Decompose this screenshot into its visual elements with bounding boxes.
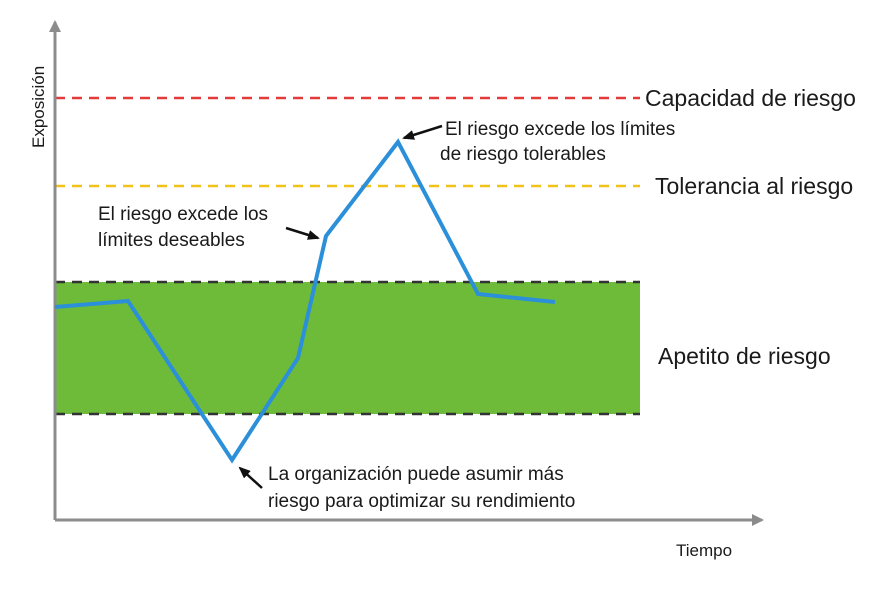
annotation-arrow-desirable — [285, 226, 320, 240]
y-axis-label: Exposición — [29, 66, 48, 148]
annotation-desirable-line1: El riesgo excede los — [98, 204, 268, 225]
appetite-band — [55, 282, 640, 414]
annotation-more-risk-line2: riesgo para optimizar su rendimiento — [268, 491, 575, 512]
tolerance-label: Tolerancia al riesgo — [655, 173, 853, 199]
annotation-arrow-more-risk — [238, 466, 263, 489]
appetite-label: Apetito de riesgo — [658, 343, 831, 369]
annotation-desirable-line2: límites deseables — [98, 230, 245, 251]
annotation-tolerable-line2: de riesgo tolerables — [440, 144, 606, 165]
capacity-label: Capacidad de riesgo — [645, 85, 856, 111]
exposure-line — [54, 138, 556, 464]
annotation-more-risk-line1: La organización puede asumir más — [268, 464, 564, 485]
x-axis-label: Tiempo — [676, 541, 732, 560]
annotation-arrow-tolerable — [402, 124, 443, 140]
annotation-tolerable-line1: El riesgo excede los límites — [445, 119, 675, 140]
